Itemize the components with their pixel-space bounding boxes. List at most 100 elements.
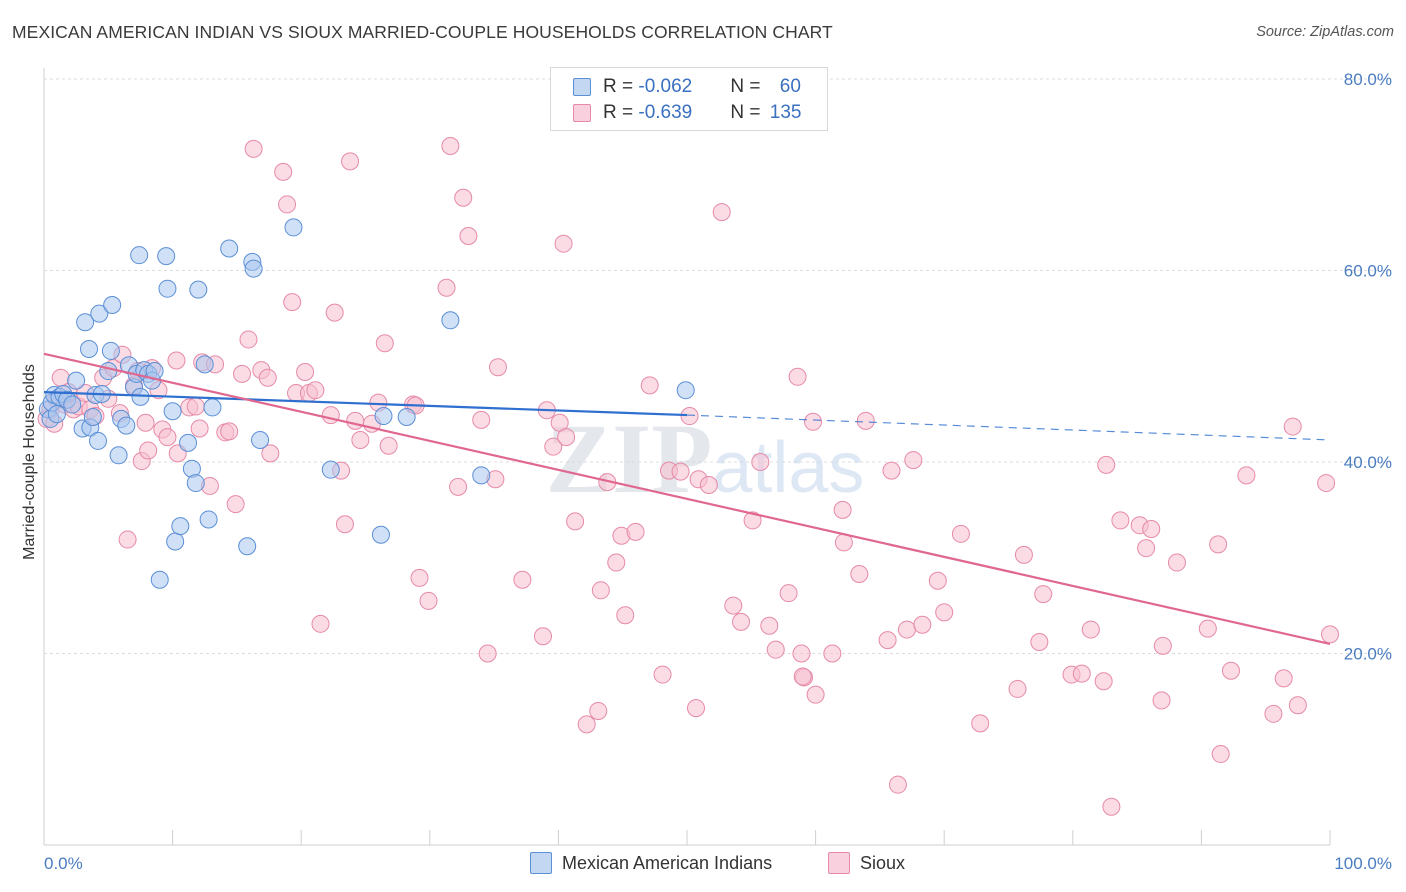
sioux-point	[566, 512, 585, 531]
sioux-point	[190, 419, 209, 438]
sioux-point	[971, 714, 990, 733]
pink-swatch	[573, 104, 591, 122]
mexican-american-indian-point	[63, 395, 82, 414]
legend-n-value: 135	[769, 102, 802, 123]
sioux-point	[167, 351, 186, 370]
mexican-american-indian-point	[186, 474, 205, 493]
sioux-point	[724, 596, 743, 615]
x-right-tick-label: 100.0%	[1334, 854, 1392, 873]
chart-source: Source: ZipAtlas.com	[1256, 24, 1394, 40]
y-axis-title: Married-couple Households	[21, 364, 38, 560]
sioux-point	[419, 591, 438, 610]
sioux-point	[1317, 474, 1336, 493]
sioux-point	[261, 444, 280, 463]
sioux-point	[375, 334, 394, 353]
blue-legend-swatch	[530, 852, 552, 874]
sioux-point	[591, 581, 610, 600]
sioux-point	[239, 330, 258, 349]
sioux-point	[244, 139, 263, 158]
mexican-american-indian-point	[676, 381, 695, 400]
mexican-american-indian-point	[166, 532, 185, 551]
sioux-point	[1034, 585, 1053, 604]
mexican-american-indian-point	[67, 371, 86, 390]
sioux-point	[878, 631, 897, 650]
sioux-point	[626, 522, 645, 541]
sioux-point	[278, 195, 297, 214]
pink-legend-swatch	[828, 852, 850, 874]
mexican-american-indian-point	[130, 246, 149, 265]
sioux-point	[712, 203, 731, 222]
sioux-point	[699, 475, 718, 494]
sioux-point	[478, 644, 497, 663]
mexican-american-indian-point	[203, 398, 222, 417]
sioux-point	[454, 188, 473, 207]
sioux-point	[751, 453, 770, 471]
sioux-point	[533, 627, 552, 646]
y-tick-label: 80.0%	[1344, 70, 1392, 89]
legend-r-label: R =	[603, 76, 639, 97]
sioux-point	[1072, 664, 1091, 683]
sioux-point	[449, 477, 468, 496]
correlation-legend: R = -0.062 N = 60 R = -0.639 N = 135	[550, 67, 828, 131]
sioux-point	[856, 411, 875, 430]
legend-row-sioux: R = -0.639 N = 135	[573, 101, 801, 125]
sioux-point	[1274, 669, 1293, 688]
sioux-point	[296, 362, 315, 381]
sioux-point	[335, 515, 354, 534]
mexican-american-indian-point	[89, 431, 108, 450]
sioux-point	[671, 462, 690, 481]
sioux-point	[346, 411, 365, 430]
mexican-american-indian-point	[195, 355, 214, 374]
sioux-point	[1288, 696, 1307, 715]
sioux-point	[1030, 633, 1049, 652]
mexican-american-indian-point	[99, 362, 118, 381]
sioux-point	[513, 570, 532, 589]
sioux-point	[935, 603, 954, 622]
mexican-american-indian-point	[157, 247, 176, 266]
sioux-point	[1153, 636, 1172, 655]
sioux-point	[311, 614, 330, 633]
blue-legend-label: Mexican American Indians	[562, 852, 773, 873]
mexican-american-indian-point	[374, 407, 393, 426]
sioux-point	[766, 640, 785, 659]
mexican-american-indian-point	[371, 525, 390, 544]
sioux-point	[1094, 672, 1113, 691]
sioux-point	[325, 303, 344, 322]
mexican-american-indian-point	[101, 341, 120, 360]
sioux-point	[743, 511, 762, 530]
mexican-american-indian-point	[441, 311, 460, 330]
sioux-point	[1152, 691, 1171, 710]
mexican-american-indian-point	[150, 570, 169, 589]
mexican-american-indian-point	[158, 279, 177, 298]
sioux-point	[459, 227, 478, 246]
sioux-point	[680, 407, 699, 426]
sioux-point	[1102, 797, 1121, 816]
sioux-point	[554, 234, 573, 253]
sioux-point	[351, 430, 370, 449]
sioux-point	[441, 137, 460, 156]
sioux-point	[258, 368, 277, 387]
mexican-american-indian-point	[321, 460, 340, 479]
sioux-point	[1237, 466, 1256, 485]
sioux-point	[321, 406, 340, 425]
sioux-point	[788, 367, 807, 386]
sioux-point	[904, 451, 923, 470]
mexican-american-indian-point	[244, 259, 263, 278]
legend-n-value: 60	[779, 76, 801, 97]
sioux-point	[823, 644, 842, 663]
mexican-american-indian-point	[171, 517, 190, 536]
sioux-point	[306, 381, 325, 400]
mexican-american-indian-point	[189, 280, 208, 299]
watermark: ZIPatlas	[546, 403, 865, 514]
sioux-point	[186, 397, 205, 416]
mexican-american-indian-point	[179, 433, 198, 452]
sioux-point	[139, 441, 158, 460]
mexican-american-indian-point	[238, 537, 257, 556]
mexican-american-indian-trend-line	[43, 391, 688, 417]
legend-row-mexican-american-indians: R = -0.062 N = 60	[573, 75, 801, 99]
sioux-point	[687, 699, 706, 718]
sioux-point	[616, 606, 635, 625]
sioux-point	[1014, 545, 1033, 564]
mexican-american-indian-point	[80, 340, 99, 359]
